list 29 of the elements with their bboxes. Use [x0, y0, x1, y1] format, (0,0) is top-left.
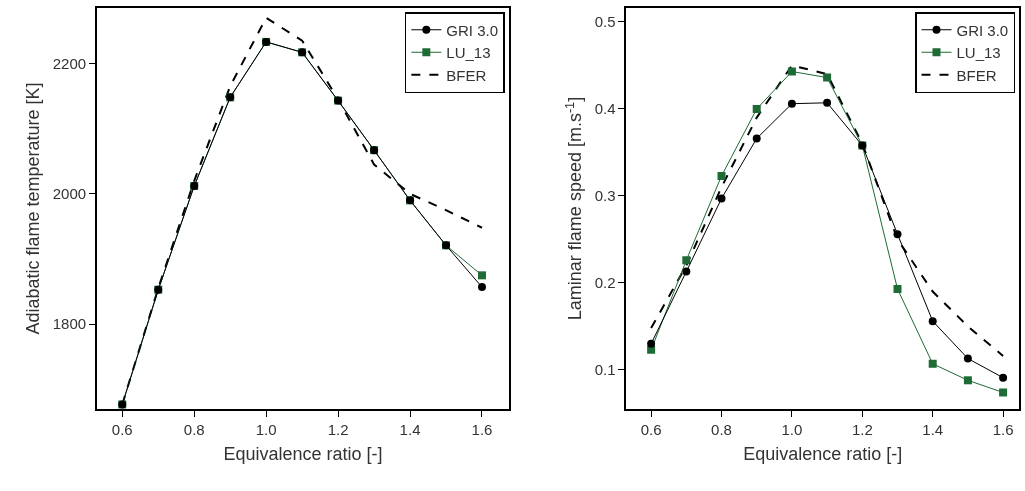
y-axis-title: Adiabatic flame temperature [K]: [23, 82, 44, 335]
legend-label: GRI 3.0: [956, 21, 1009, 39]
x-tick-label: 1.6: [992, 421, 1014, 438]
x-tick-label: 1.0: [781, 421, 803, 438]
x-axis-title: Equivalence ratio [-]: [743, 443, 903, 464]
y-tick-label: 0.5: [594, 13, 616, 31]
legend-label: BFER: [956, 66, 997, 84]
x-tick-label: 1.2: [851, 421, 873, 438]
y-tick-label: 2200: [52, 54, 87, 72]
legend-label: LU_13: [956, 44, 1001, 62]
x-tick-label: 0.8: [711, 421, 732, 438]
x-tick-label: 1.4: [922, 421, 944, 438]
x-tick-label: 0.6: [640, 421, 662, 438]
x-tick-label: 0.8: [183, 421, 205, 438]
x-tick-label: 1.2: [327, 421, 349, 438]
y-tick-label: 2000: [52, 185, 87, 203]
y-tick-label: 0.2: [594, 274, 616, 292]
y-tick-label: 1800: [52, 315, 87, 333]
x-tick-label: 1.6: [471, 421, 493, 438]
y-tick-label: 0.3: [594, 187, 616, 205]
x-tick-label: 1.4: [399, 421, 421, 438]
y-tick-label: 0.4: [594, 100, 616, 118]
y-tick-label: 0.1: [594, 361, 616, 379]
x-tick-label: 0.6: [111, 421, 133, 438]
legend-label: BFER: [446, 66, 487, 84]
legend-label: GRI 3.0: [446, 21, 499, 39]
legend-label: LU_13: [446, 44, 491, 62]
x-tick-label: 1.0: [255, 421, 277, 438]
x-axis-title: Equivalence ratio [-]: [223, 443, 383, 464]
